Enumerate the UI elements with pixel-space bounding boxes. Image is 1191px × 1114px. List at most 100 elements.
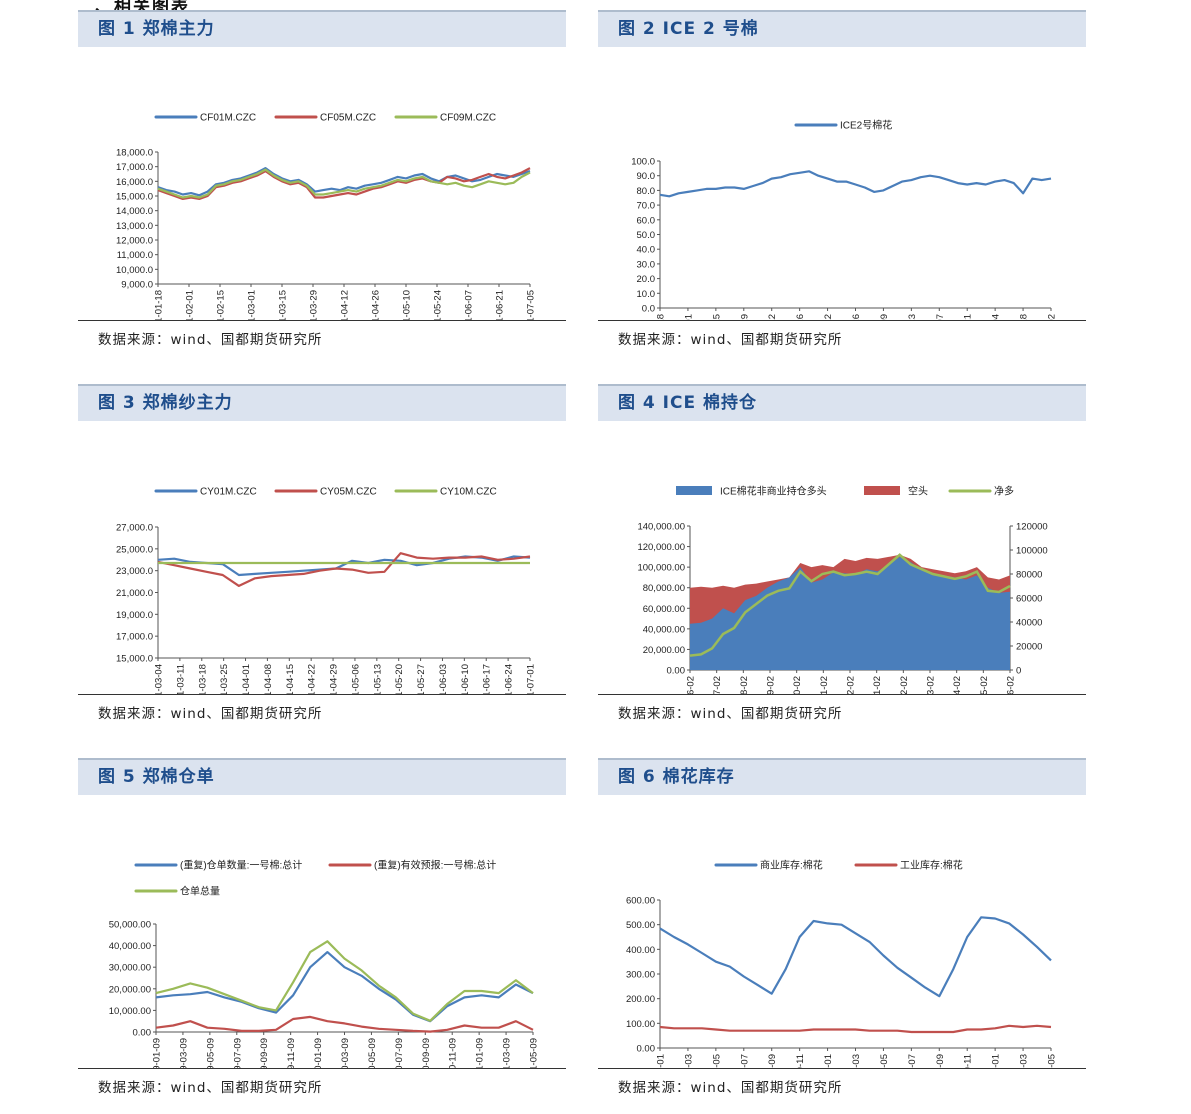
- panel-title: 图 3 郑棉纱主力: [78, 384, 566, 421]
- x-tick-label: 2020-01: [823, 1054, 834, 1068]
- x-tick-label: 2021-06-10: [460, 664, 471, 694]
- y-tick-label: 0.00: [667, 666, 686, 677]
- x-tick-label: 2021-06-03: [438, 664, 449, 694]
- legend-swatch: [676, 486, 712, 495]
- y-tick-label: 0.00: [133, 1028, 152, 1039]
- x-tick-label: 20-08-02: [739, 676, 750, 694]
- y-tick-label: 15,000.0: [116, 654, 153, 665]
- y-tick-label: 100.00: [626, 1019, 655, 1030]
- chart-p2: ICE2号棉花 0.0 10.0 20.0 30.0 40.0 50.0 60.0 70.0 80…: [631, 119, 1058, 321]
- y-tick-label: 12,000.0: [116, 236, 153, 247]
- x-tick-label: 2021-06-07: [464, 290, 475, 320]
- x-tick-label: 2021-06-18: [1019, 314, 1030, 320]
- series-line: [157, 167, 531, 200]
- x-tick-label: 2021-01: [991, 1054, 1002, 1068]
- y-tick-label: 60,000.00: [643, 604, 685, 615]
- x-tick-label: 2021-05-07: [935, 314, 946, 320]
- x-tick-label: 2021-05-09: [529, 1038, 540, 1068]
- x-tick-label: 20-10-02: [792, 676, 803, 694]
- y-tick-label: 50.0: [637, 230, 656, 241]
- y-tick-label: 140,000.00: [637, 522, 685, 533]
- x-tick-label: 2021-01-09: [475, 1038, 486, 1068]
- panel-source: 数据来源：wind、国都期货研究所: [78, 1068, 566, 1096]
- y-tick-label: 80,000.00: [643, 583, 685, 594]
- x-tick-label: 2020-12-18: [656, 314, 667, 320]
- y-tick-label: 100,000.00: [637, 563, 685, 574]
- x-tick-label: 2021-03-01: [247, 290, 258, 320]
- y-tick-label: 17,000.0: [116, 162, 153, 173]
- y-tick-label: 17,000.0: [116, 632, 153, 643]
- x-tick-label: 2019-03-09: [178, 1038, 189, 1068]
- y-tick-label: 9,000.0: [121, 280, 153, 291]
- x-tick-label: 2021-04-01: [241, 664, 252, 694]
- x-tick-label: 2021-01-15: [711, 314, 722, 320]
- x-tick-label: 2019-03: [683, 1054, 694, 1068]
- x-tick-label: 2021-05-10: [402, 290, 413, 320]
- y-tick-label: 27,000.0: [116, 523, 153, 534]
- series-area: [690, 556, 1010, 670]
- panel-p5: 图 5 郑棉仓单 (重复)仓单数量:一号棉:总计 (重复)有效预报:一号棉:总计仓…: [78, 758, 566, 1096]
- x-tick-label: 2021-03: [1019, 1054, 1030, 1068]
- y-tick-label-right: 40000: [1016, 618, 1042, 629]
- x-tick-label: 2021-03-29: [309, 290, 320, 320]
- x-tick-label: 2020-03: [851, 1054, 862, 1068]
- y-tick-label: 40,000.00: [109, 941, 151, 952]
- x-tick-label: 2021-05-06: [350, 664, 361, 694]
- legend-label: ICE棉花非商业持仓多头: [720, 485, 827, 498]
- x-tick-label: 2019-01-09: [152, 1038, 163, 1068]
- x-tick-label: 2021-03-18: [197, 664, 208, 694]
- y-tick-label: 40,000.00: [643, 624, 685, 635]
- x-tick-label: 2019-01: [656, 1054, 667, 1068]
- y-tick-label: 80.0: [637, 186, 656, 197]
- y-tick-label: 10,000.0: [116, 265, 153, 276]
- y-tick-label: 0.00: [637, 1044, 656, 1055]
- panel-source: 数据来源：wind、国都期货研究所: [598, 694, 1086, 722]
- x-tick-label: 2021-04-22: [307, 664, 318, 694]
- x-tick-label: 2021-07-02: [1047, 314, 1058, 320]
- x-tick-label: 2021-04-23: [907, 314, 918, 320]
- y-tick-label: 300.00: [626, 970, 655, 981]
- y-tick-label: 30,000.00: [109, 963, 151, 974]
- legend-label: 仓单总量: [180, 885, 220, 898]
- x-tick-label: 2021-04-08: [263, 664, 274, 694]
- y-tick-label: 20,000.00: [643, 645, 685, 656]
- x-tick-label: 2019-11-09: [286, 1038, 297, 1068]
- x-tick-label: 2021-03-15: [278, 290, 289, 320]
- x-tick-label: 2021-01-01: [683, 314, 694, 320]
- x-tick-label: 21-01-02: [872, 676, 883, 694]
- y-tick-label: 200.00: [626, 994, 655, 1005]
- x-tick-label: 20-06-02: [686, 676, 697, 694]
- x-tick-label: 2020-09: [935, 1054, 946, 1068]
- x-tick-label: 2021-07-05: [526, 290, 537, 320]
- panel-p2: 图 2 ICE 2 号棉 ICE2号棉花 0.0 10.0 20.0 30.0 40.0 5…: [598, 10, 1086, 348]
- legend-label: ICE2号棉花: [840, 119, 892, 132]
- x-tick-label: 2021-03-26: [851, 314, 862, 320]
- x-tick-label: 2019-05-09: [205, 1038, 216, 1068]
- y-tick-label: 70.0: [637, 201, 656, 212]
- x-tick-label: 2020-07-09: [394, 1038, 405, 1068]
- y-tick-label-right: 20000: [1016, 642, 1042, 653]
- y-tick-label: 13,000.0: [116, 221, 153, 232]
- x-tick-label: 2019-05: [711, 1054, 722, 1068]
- y-tick-label: 18,000.0: [116, 148, 153, 159]
- y-tick-label: 19,000.0: [116, 610, 153, 621]
- legend-label: 净多: [994, 485, 1014, 498]
- legend-label: 工业库存:棉花: [900, 859, 963, 872]
- x-tick-label: 21-05-02: [979, 676, 990, 694]
- y-tick-label: 600.00: [626, 896, 655, 907]
- y-tick-label: 16,000.0: [116, 177, 153, 188]
- x-tick-label: 2021-06-24: [504, 664, 515, 694]
- series-line: [155, 951, 534, 1023]
- x-tick-label: 2020-11: [963, 1054, 974, 1068]
- x-tick-label: 2021-05-21: [963, 314, 974, 320]
- y-tick-label: 40.0: [637, 245, 656, 256]
- x-tick-label: 2020-05: [879, 1054, 890, 1068]
- x-tick-label: 2021-04-29: [329, 664, 340, 694]
- series-line: [659, 1024, 1052, 1034]
- x-tick-label: 2019-09: [767, 1054, 778, 1068]
- x-tick-label: 21-06-02: [1006, 676, 1017, 694]
- legend-label: CF09M.CZC: [440, 113, 496, 124]
- y-tick-label: 25,000.0: [116, 544, 153, 555]
- x-tick-label: 20-07-02: [712, 676, 723, 694]
